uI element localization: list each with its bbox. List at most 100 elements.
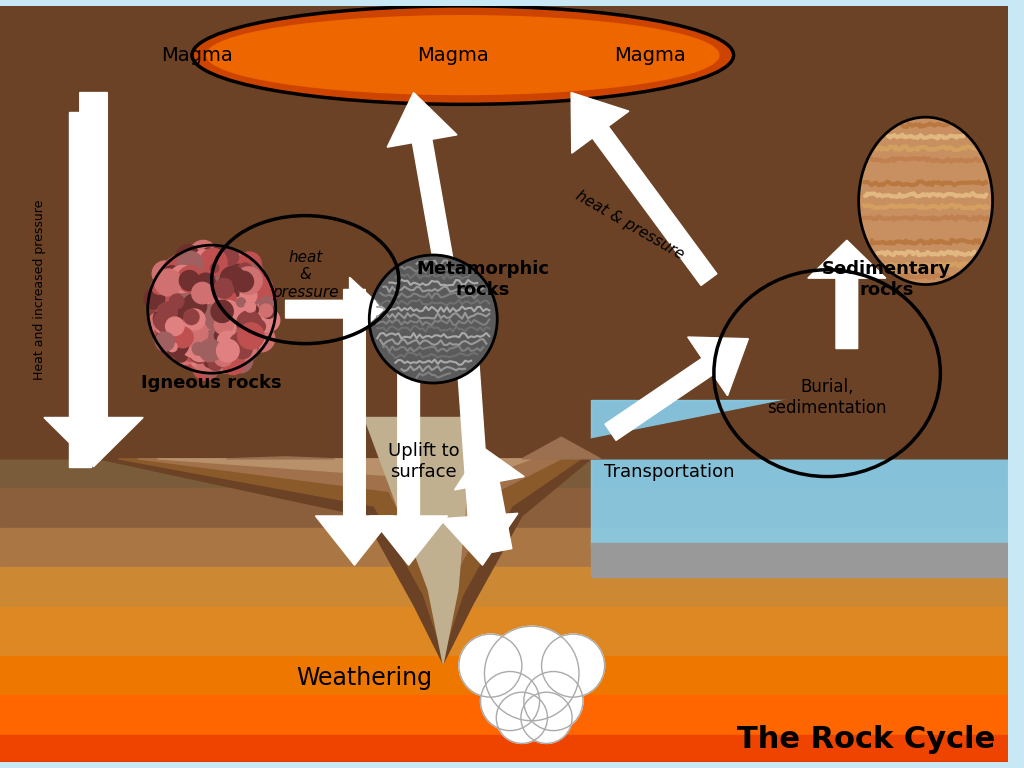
Circle shape [199, 280, 207, 287]
Circle shape [248, 325, 274, 352]
Circle shape [172, 279, 195, 302]
Bar [0, 762, 1009, 768]
Circle shape [186, 333, 201, 347]
Circle shape [214, 250, 229, 265]
Circle shape [253, 307, 265, 319]
Circle shape [162, 313, 175, 326]
Circle shape [172, 279, 189, 296]
Circle shape [194, 280, 217, 303]
Circle shape [245, 334, 252, 342]
Circle shape [198, 319, 225, 346]
Circle shape [370, 255, 498, 383]
Circle shape [242, 326, 254, 339]
Circle shape [234, 267, 262, 294]
Polygon shape [808, 240, 886, 349]
Circle shape [253, 284, 278, 310]
Circle shape [249, 280, 258, 288]
Circle shape [154, 332, 167, 345]
Circle shape [180, 341, 197, 357]
Circle shape [162, 292, 183, 313]
Circle shape [248, 327, 267, 347]
Circle shape [185, 293, 209, 317]
Circle shape [157, 276, 170, 290]
Circle shape [239, 309, 256, 327]
Circle shape [237, 346, 249, 358]
Circle shape [216, 339, 240, 362]
Circle shape [231, 273, 245, 286]
Circle shape [207, 266, 229, 289]
Circle shape [214, 329, 227, 343]
Circle shape [175, 282, 191, 298]
Circle shape [205, 323, 218, 336]
Circle shape [248, 262, 256, 271]
Circle shape [237, 260, 264, 287]
Circle shape [173, 273, 198, 298]
Circle shape [214, 348, 232, 366]
Circle shape [195, 294, 218, 317]
Circle shape [250, 290, 259, 300]
Circle shape [181, 339, 189, 347]
Circle shape [180, 329, 189, 338]
Polygon shape [0, 6, 1009, 664]
Circle shape [246, 285, 255, 294]
Circle shape [242, 266, 262, 287]
Circle shape [164, 288, 190, 315]
Circle shape [202, 357, 220, 376]
Circle shape [175, 283, 190, 298]
Circle shape [459, 634, 522, 697]
Circle shape [154, 289, 179, 314]
Circle shape [227, 294, 252, 319]
Text: Magma: Magma [417, 45, 488, 65]
Ellipse shape [207, 15, 719, 94]
Circle shape [217, 312, 227, 323]
Circle shape [203, 276, 222, 296]
Polygon shape [455, 447, 524, 552]
Circle shape [229, 310, 253, 334]
Circle shape [214, 275, 222, 283]
Circle shape [237, 298, 246, 306]
Circle shape [521, 692, 572, 743]
Circle shape [215, 307, 231, 324]
Polygon shape [158, 458, 531, 634]
Circle shape [191, 297, 201, 306]
Circle shape [209, 276, 229, 297]
Circle shape [221, 253, 229, 261]
Circle shape [249, 278, 261, 291]
Circle shape [184, 310, 199, 325]
Circle shape [188, 347, 197, 356]
Text: Igneous rocks: Igneous rocks [141, 374, 282, 392]
Polygon shape [387, 92, 457, 262]
Circle shape [185, 244, 209, 267]
Circle shape [209, 275, 230, 296]
Circle shape [158, 303, 177, 322]
Circle shape [245, 301, 256, 312]
Circle shape [202, 337, 210, 346]
Circle shape [205, 329, 225, 349]
Circle shape [200, 339, 221, 362]
Circle shape [181, 276, 206, 300]
Circle shape [236, 327, 255, 347]
Circle shape [202, 295, 215, 308]
Circle shape [219, 303, 246, 329]
Circle shape [241, 310, 263, 333]
Circle shape [542, 634, 604, 697]
Circle shape [209, 306, 234, 331]
Circle shape [200, 304, 224, 329]
Circle shape [236, 339, 258, 362]
Circle shape [480, 671, 540, 730]
Circle shape [228, 347, 251, 370]
Circle shape [219, 253, 229, 264]
Bar [0, 488, 1009, 528]
Circle shape [187, 327, 206, 346]
Circle shape [215, 295, 228, 308]
Circle shape [245, 283, 257, 296]
Circle shape [251, 302, 272, 324]
Circle shape [226, 352, 237, 362]
Circle shape [154, 310, 175, 331]
Circle shape [215, 255, 225, 265]
Circle shape [219, 292, 247, 319]
Circle shape [165, 335, 180, 350]
Text: Transportation: Transportation [604, 462, 735, 481]
Circle shape [497, 692, 548, 743]
Circle shape [232, 271, 246, 283]
